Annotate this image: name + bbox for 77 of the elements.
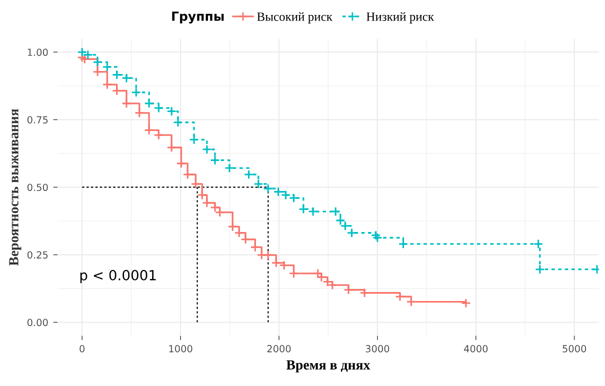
point <box>360 288 370 298</box>
point <box>240 234 250 244</box>
point <box>122 73 132 83</box>
point <box>102 62 112 72</box>
point <box>176 158 186 168</box>
y-tick-label: 1.00 <box>28 48 48 56</box>
x-tick-label: 3000 <box>366 345 390 352</box>
point <box>202 144 212 154</box>
point <box>210 202 220 212</box>
point <box>131 87 142 98</box>
x-tick-label: 4000 <box>464 345 488 352</box>
point <box>189 134 199 145</box>
point <box>370 230 381 240</box>
annotation: p < 0.0001 <box>80 270 156 284</box>
x-axis-title: Время в днях <box>286 360 370 372</box>
point <box>166 106 177 116</box>
point <box>144 125 154 136</box>
point <box>395 292 405 302</box>
y-tick-label: 0.50 <box>27 184 48 192</box>
point <box>250 242 260 252</box>
point <box>330 206 341 216</box>
point <box>77 47 88 58</box>
point <box>398 239 408 249</box>
point <box>263 184 273 194</box>
point <box>210 155 220 166</box>
point <box>372 232 382 243</box>
point <box>92 57 102 68</box>
point <box>144 98 154 108</box>
point <box>340 220 350 231</box>
point <box>214 207 225 218</box>
x-tick-label: 2000 <box>267 345 291 352</box>
point <box>244 170 254 180</box>
point <box>234 228 244 238</box>
point <box>298 204 308 214</box>
point <box>344 284 354 295</box>
legend-label: Высокий риск <box>257 12 332 24</box>
point <box>190 179 201 189</box>
point <box>82 50 93 60</box>
point <box>154 103 164 113</box>
point <box>122 98 132 108</box>
point <box>166 142 177 152</box>
point <box>112 70 122 80</box>
point <box>271 258 282 268</box>
point <box>263 250 273 260</box>
legend-title: Группы <box>172 12 224 24</box>
point <box>288 193 299 203</box>
point <box>173 117 183 128</box>
point <box>224 163 234 173</box>
point <box>92 66 102 77</box>
point <box>461 298 471 308</box>
point <box>533 239 544 249</box>
y-tick-label: 0.75 <box>27 116 48 124</box>
point <box>346 228 357 238</box>
y-axis-title: Вероятность выживания <box>9 108 22 266</box>
point <box>197 190 208 200</box>
point <box>534 264 545 274</box>
point <box>256 250 267 260</box>
point <box>312 268 323 278</box>
point <box>202 198 212 208</box>
point <box>308 206 318 216</box>
point <box>228 222 238 232</box>
x-tick-label: 1000 <box>169 345 192 352</box>
point <box>335 216 346 226</box>
point <box>102 80 112 90</box>
point <box>154 130 164 140</box>
x-tick-label: 5000 <box>562 345 586 352</box>
y-tick-label: 0.25 <box>27 251 48 259</box>
point <box>316 272 326 282</box>
point <box>182 170 193 180</box>
point <box>327 280 338 290</box>
point <box>280 190 291 200</box>
y-tick-label: 0.00 <box>27 318 48 326</box>
point <box>253 179 264 189</box>
legend-label: Низкий риск <box>366 12 434 24</box>
point <box>273 186 284 197</box>
point <box>134 108 144 118</box>
x-tick-label: 0 <box>80 345 85 352</box>
